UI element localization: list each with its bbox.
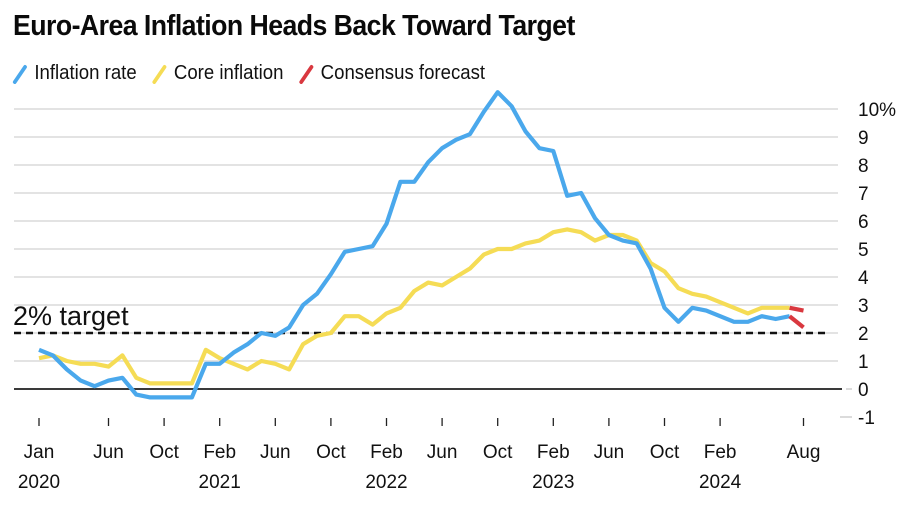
target-line-group: 2% target xyxy=(13,301,830,335)
legend-item-consensus-forecast: Consensus forecast xyxy=(298,62,485,85)
x-tick-label: Oct xyxy=(650,442,680,463)
x-tick-year-label: 2020 xyxy=(18,472,60,493)
legend-label: Consensus forecast xyxy=(320,62,486,84)
y-tick-label: 3 xyxy=(858,296,869,317)
x-tick-label: Jun xyxy=(594,442,625,463)
series-group xyxy=(38,90,805,400)
legend-swatch-consensus-forecast-icon xyxy=(299,64,314,84)
series-line-core-inflation xyxy=(38,227,790,386)
x-tick-label: Jun xyxy=(260,442,291,463)
y-tick-label: 6 xyxy=(858,212,869,233)
y-tick-label: 9 xyxy=(858,128,869,149)
x-tick-year-label: 2022 xyxy=(365,472,407,493)
legend-swatch-inflation-rate-icon xyxy=(12,64,27,84)
legend-label: Core inflation xyxy=(173,62,284,84)
x-tick-label: Jun xyxy=(427,442,458,463)
y-tick-label: 10% xyxy=(858,100,896,121)
y-tick-label: 5 xyxy=(858,240,869,261)
y-tick-label: 1 xyxy=(858,352,869,373)
legend-item-inflation-rate: Inflation rate xyxy=(12,62,137,85)
x-tick-year-label: 2021 xyxy=(199,472,241,493)
y-tick-label: 8 xyxy=(858,156,869,177)
legend-swatch-core-inflation-icon xyxy=(152,64,167,84)
gridlines xyxy=(14,108,852,418)
x-tick-label: Jun xyxy=(93,442,124,463)
y-tick-label: -1 xyxy=(858,408,875,429)
legend-label: Inflation rate xyxy=(34,62,137,84)
y-tick-label: 0 xyxy=(858,380,869,401)
series-line-consensus-forecast-core xyxy=(789,305,804,313)
target-label: 2% target xyxy=(13,301,129,331)
x-tick-label: Oct xyxy=(483,442,513,463)
legend: Inflation rate Core inflation Consensus … xyxy=(12,62,485,85)
y-tick-label: 7 xyxy=(858,184,869,205)
y-tick-label: 4 xyxy=(858,268,869,289)
x-tick-label: Oct xyxy=(316,442,346,463)
y-axis-labels: -1 0 1 2 3 4 5 6 7 8 9 10% xyxy=(858,100,896,429)
x-tick-year-label: 2024 xyxy=(699,472,742,493)
chart-title: Euro-Area Inflation Heads Back Toward Ta… xyxy=(13,10,575,42)
x-tick-year-label: 2023 xyxy=(532,472,574,493)
x-tick-label: Oct xyxy=(149,442,179,463)
x-tick-label: Feb xyxy=(203,442,236,463)
series-line-inflation-rate xyxy=(38,90,791,400)
x-axis: Jan 2020 Jun Oct Feb 2021 Jun Oct Feb 2022 Jun Oct F… xyxy=(18,418,821,493)
x-tick-label: Feb xyxy=(704,442,737,463)
legend-item-core-inflation: Core inflation xyxy=(152,62,284,85)
x-tick-label: Feb xyxy=(537,442,570,463)
x-tick-label: Aug xyxy=(787,442,821,463)
y-tick-label: 2 xyxy=(858,324,869,345)
x-tick-label: Feb xyxy=(370,442,403,463)
x-tick-label: Jan xyxy=(24,442,55,463)
series-line-consensus-forecast-headline xyxy=(788,314,805,330)
